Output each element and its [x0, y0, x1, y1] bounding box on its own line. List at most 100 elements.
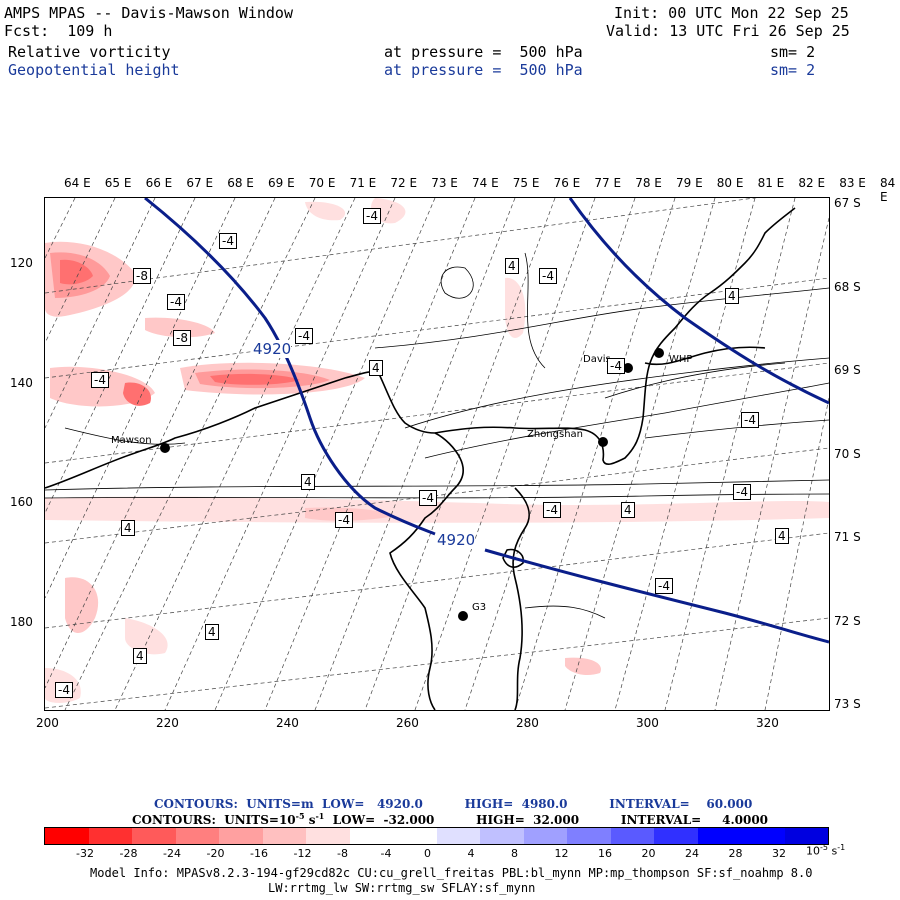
- vorticity-label: -4: [655, 578, 673, 594]
- vorticity-label: 4: [369, 360, 383, 376]
- colorbar-tick: 32: [772, 847, 786, 860]
- vorticity-label: 4: [121, 520, 135, 536]
- vorticity-label: -4: [539, 268, 557, 284]
- cb-unit-s: s: [827, 844, 838, 858]
- map-panel[interactable]: 4920 4920 Davis WHP Zhongshan Mawson G3 …: [44, 197, 830, 711]
- colorbar-tick: -28: [119, 847, 138, 860]
- colorbar-tick: -8: [337, 847, 348, 860]
- longitude-label: 84 E: [880, 176, 896, 204]
- coastline: [45, 207, 796, 710]
- station-label: Mawson: [111, 435, 152, 446]
- grid-y-label: 140: [10, 375, 33, 390]
- vorticity-contours: [45, 252, 829, 619]
- colorbar-tick: -20: [206, 847, 225, 860]
- longitude-label: 76 E: [553, 176, 581, 190]
- model-info: Model Info: MPASv8.2.3-194-gf29cd82c CU:…: [90, 866, 813, 880]
- colorbar-swatch: [393, 828, 437, 844]
- longitude-label: 75 E: [512, 176, 540, 190]
- colorbar-tick: -4: [380, 847, 392, 860]
- longitude-label: 67 E: [186, 176, 214, 190]
- field1-level: at pressure = 500 hPa: [384, 43, 583, 61]
- grid-y-label: 120: [10, 256, 33, 270]
- contour-units-exp: -5: [295, 811, 305, 821]
- vorticity-label: -4: [607, 358, 625, 374]
- longitude-label: 81 E: [757, 176, 785, 190]
- colorbar-swatch: [697, 828, 741, 844]
- colorbar-swatch: [784, 828, 828, 844]
- colorbar-swatch: [262, 828, 306, 844]
- contour-units-exp2: -1: [315, 811, 325, 821]
- field1-smoothing: sm= 2: [770, 43, 816, 61]
- colorbar-tick: 24: [685, 847, 699, 860]
- colorbar-swatch: [567, 828, 611, 844]
- longitude-label: 65 E: [104, 176, 132, 190]
- longitude-label: 83 E: [839, 176, 866, 190]
- vorticity-label: 4: [725, 288, 739, 304]
- colorbar-swatch: [88, 828, 132, 844]
- latlon-grid: [45, 198, 829, 710]
- colorbar-swatch: [175, 828, 219, 844]
- colorbar: [44, 827, 829, 845]
- vorticity-label: 4: [621, 502, 635, 518]
- grid-x-label: 220: [156, 716, 179, 730]
- vorticity-label: -4: [295, 328, 313, 344]
- vorticity-label: -4: [363, 208, 381, 224]
- colorbar-tick: -32: [76, 847, 94, 860]
- grid-x-label: 240: [276, 716, 299, 730]
- longitude-label: 69 E: [268, 176, 295, 190]
- station-dots: [160, 348, 664, 621]
- colorbar-swatch: [45, 828, 89, 844]
- longitude-label: 68 E: [227, 176, 254, 190]
- vorticity-label: 4: [775, 528, 789, 544]
- colorbar-swatch: [349, 828, 393, 844]
- field2-name: Geopotential height: [8, 61, 180, 79]
- model-info-physics: LW:rrtmg_lw SW:rrtmg_sw SFLAY:sf_mynn: [268, 881, 536, 895]
- latitude-label: 67 S: [834, 196, 861, 210]
- colorbar-swatch: [480, 828, 524, 844]
- vorticity-label: 4: [505, 258, 519, 274]
- grid-x-label: 280: [516, 716, 539, 730]
- vorticity-label: -4: [741, 412, 759, 428]
- height-contours: [144, 198, 829, 644]
- latitude-label: 73 S: [834, 697, 861, 711]
- station-label: Zhongshan: [527, 429, 584, 440]
- colorbar-tick: 4: [467, 847, 475, 860]
- field2-level: at pressure = 500 hPa: [384, 61, 583, 79]
- colorbar-swatch: [523, 828, 567, 844]
- grid-x-label: 300: [636, 716, 659, 730]
- colorbar-swatch: [741, 828, 785, 844]
- latitude-label: 69 S: [834, 363, 861, 377]
- contour-units: CONTOURS: UNITS=10: [132, 813, 296, 827]
- vorticity-label: -4: [167, 294, 185, 310]
- colorbar-tick: 0: [424, 847, 431, 860]
- field2-smoothing: sm= 2: [770, 61, 816, 79]
- longitude-label: 70 E: [308, 176, 336, 190]
- vorticity-label: 4: [301, 474, 315, 490]
- station-label: WHP: [669, 354, 693, 365]
- forecast-hour: Fcst: 109 h: [4, 22, 113, 40]
- vorticity-label: 4: [133, 648, 147, 664]
- longitude-label: 66 E: [145, 176, 173, 190]
- colorbar-tick: 8: [511, 847, 518, 860]
- vorticity-label: -4: [335, 512, 353, 528]
- contour-range: LOW= -32.000 HIGH= 32.000 INTERVAL= 4.00…: [324, 813, 769, 827]
- longitude-label: 80 E: [716, 176, 744, 190]
- colorbar-swatch: [654, 828, 698, 844]
- colorbar-swatch: [219, 828, 263, 844]
- colorbar-swatch: [132, 828, 176, 844]
- height-label: 4920: [437, 531, 476, 549]
- longitude-label: 82 E: [798, 176, 826, 190]
- window-title: AMPS MPAS -- Davis-Mawson Window: [4, 4, 293, 22]
- colorbar-tick: -24: [163, 847, 181, 860]
- vorticity-label: -4: [543, 502, 561, 518]
- latitude-label: 72 S: [834, 613, 861, 628]
- init-time: Init: 00 UTC Mon 22 Sep 25: [614, 4, 849, 22]
- longitude-label: 77 E: [594, 176, 622, 190]
- station-label: G3: [472, 602, 487, 613]
- latitude-label: 68 S: [834, 279, 861, 294]
- grid-x-label: 200: [36, 716, 59, 730]
- longitude-label: 74 E: [472, 176, 499, 190]
- grid-y-label: 160: [10, 495, 33, 509]
- grid-x-label: 320: [756, 716, 779, 730]
- field1-name: Relative vorticity: [8, 43, 171, 61]
